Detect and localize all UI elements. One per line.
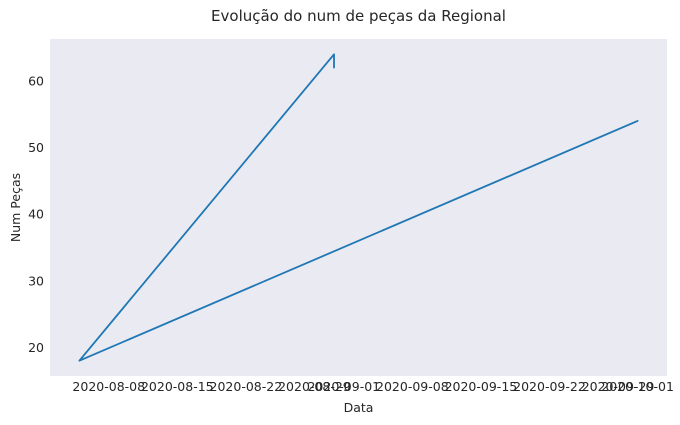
x-tick-label: 2020-08-22 [210,379,283,394]
y-tick-label: 30 [28,273,44,288]
x-tick-label: 2020-09-01 [307,379,380,394]
y-tick-label: 40 [28,207,44,222]
y-tick-label: 50 [28,140,44,155]
x-tick-label: 2020-09-15 [445,379,518,394]
x-tick-label: 2020-08-15 [141,379,214,394]
x-tick-label: 2020-08-08 [72,379,145,394]
x-tick-labels: 2020-08-082020-08-152020-08-222020-08-29… [72,379,674,394]
x-tick-label: 2020-08-29 [278,379,351,394]
x-tick-label: 2020-09-08 [376,379,449,394]
y-tick-label: 60 [28,73,44,88]
series-layer [78,53,639,362]
series-line [78,53,639,362]
y-tick-label: 20 [28,340,44,355]
plot-background [50,39,667,376]
y-tick-labels: 20 30 40 50 60 [28,73,44,354]
x-tick-label: 2020-09-22 [513,379,586,394]
x-axis-label: Data [344,400,374,415]
chart-title: Evolução do num de peças da Regional [211,7,506,25]
y-axis-label: Num Peças [8,173,23,242]
x-tick-label: 2020-10-01 [601,379,674,394]
x-tick-label: 2020-09-29 [582,379,655,394]
